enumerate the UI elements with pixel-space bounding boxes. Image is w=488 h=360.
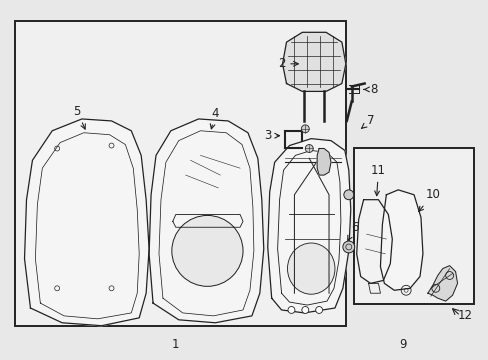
Ellipse shape bbox=[287, 243, 334, 294]
Text: 3: 3 bbox=[264, 129, 279, 142]
Circle shape bbox=[301, 306, 308, 314]
Circle shape bbox=[315, 306, 322, 314]
Ellipse shape bbox=[171, 215, 243, 286]
Polygon shape bbox=[24, 119, 149, 326]
Text: 1: 1 bbox=[172, 338, 179, 351]
Text: 12: 12 bbox=[457, 309, 472, 322]
Circle shape bbox=[342, 241, 354, 253]
Bar bbox=[15, 21, 345, 326]
Polygon shape bbox=[149, 119, 263, 323]
Text: 7: 7 bbox=[361, 114, 373, 129]
Bar bbox=[353, 148, 473, 304]
Text: 4: 4 bbox=[210, 107, 219, 129]
Polygon shape bbox=[317, 148, 330, 175]
Circle shape bbox=[343, 190, 353, 200]
Circle shape bbox=[301, 125, 308, 133]
Text: 6: 6 bbox=[347, 221, 358, 240]
Polygon shape bbox=[356, 200, 391, 283]
Text: 5: 5 bbox=[73, 105, 85, 129]
Polygon shape bbox=[267, 139, 350, 313]
Polygon shape bbox=[427, 266, 457, 301]
Text: 9: 9 bbox=[399, 338, 406, 351]
Polygon shape bbox=[282, 32, 345, 91]
Text: 2: 2 bbox=[277, 57, 298, 70]
Circle shape bbox=[287, 306, 294, 314]
Text: 11: 11 bbox=[370, 164, 385, 196]
Text: 10: 10 bbox=[418, 188, 439, 211]
Polygon shape bbox=[380, 190, 422, 290]
Text: 8: 8 bbox=[364, 83, 376, 96]
Circle shape bbox=[305, 145, 313, 152]
